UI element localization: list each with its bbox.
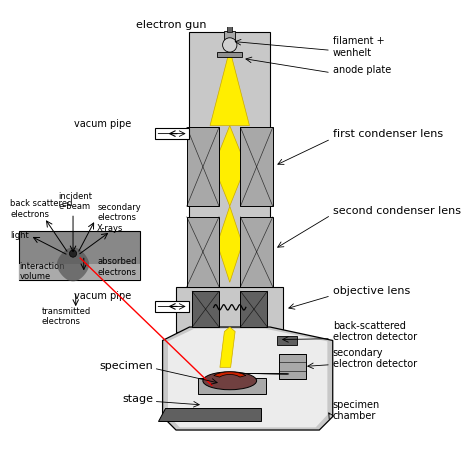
Bar [240, 291, 267, 327]
Text: light: light [10, 231, 29, 240]
Bar [187, 217, 219, 287]
Text: specimen: specimen [100, 360, 154, 370]
Polygon shape [220, 327, 235, 367]
Text: interaction
volume: interaction volume [19, 262, 65, 281]
Polygon shape [57, 248, 89, 281]
Text: X-rays: X-rays [97, 224, 124, 233]
Text: transmitted
electrons: transmitted electrons [42, 307, 91, 326]
Bar [155, 128, 190, 139]
Circle shape [223, 38, 237, 52]
Circle shape [70, 250, 77, 257]
Polygon shape [168, 329, 328, 427]
Text: incident
e-beam: incident e-beam [58, 192, 92, 212]
Bar [19, 231, 140, 280]
Bar [19, 264, 140, 280]
Text: absorbed
electrons: absorbed electrons [97, 258, 137, 277]
Polygon shape [214, 372, 246, 377]
Polygon shape [163, 327, 333, 430]
Bar [190, 31, 270, 291]
Polygon shape [210, 50, 249, 126]
Text: objective lens: objective lens [333, 286, 410, 296]
Text: second condenser lens: second condenser lens [333, 206, 461, 216]
Bar [224, 30, 235, 40]
Text: anode plate: anode plate [333, 65, 391, 75]
Bar [240, 217, 273, 287]
Polygon shape [158, 408, 261, 421]
Bar [277, 336, 297, 345]
Bar [240, 127, 273, 206]
Text: filament +
wenhelt: filament + wenhelt [333, 36, 384, 57]
Bar [199, 378, 265, 394]
Polygon shape [214, 126, 246, 206]
Bar [279, 354, 306, 379]
Bar [217, 52, 242, 56]
Bar [155, 301, 190, 312]
Text: specimen
chamber: specimen chamber [333, 399, 380, 421]
Text: back scattered
electrons: back scattered electrons [10, 199, 73, 218]
Text: back-scattered
electron detector: back-scattered electron detector [333, 321, 417, 342]
Text: vacum pipe: vacum pipe [74, 119, 131, 129]
Bar [176, 287, 283, 332]
Bar [192, 291, 219, 327]
Text: electron gun: electron gun [137, 20, 207, 30]
Ellipse shape [203, 372, 256, 390]
Text: first condenser lens: first condenser lens [333, 130, 443, 140]
Text: stage: stage [123, 394, 154, 404]
Text: vacum pipe: vacum pipe [74, 291, 131, 301]
Text: secondary
electrons: secondary electrons [97, 203, 141, 222]
Text: secondary
electron detector: secondary electron detector [333, 348, 417, 369]
Polygon shape [217, 206, 242, 282]
Bar [187, 127, 219, 206]
Bar [227, 25, 232, 32]
